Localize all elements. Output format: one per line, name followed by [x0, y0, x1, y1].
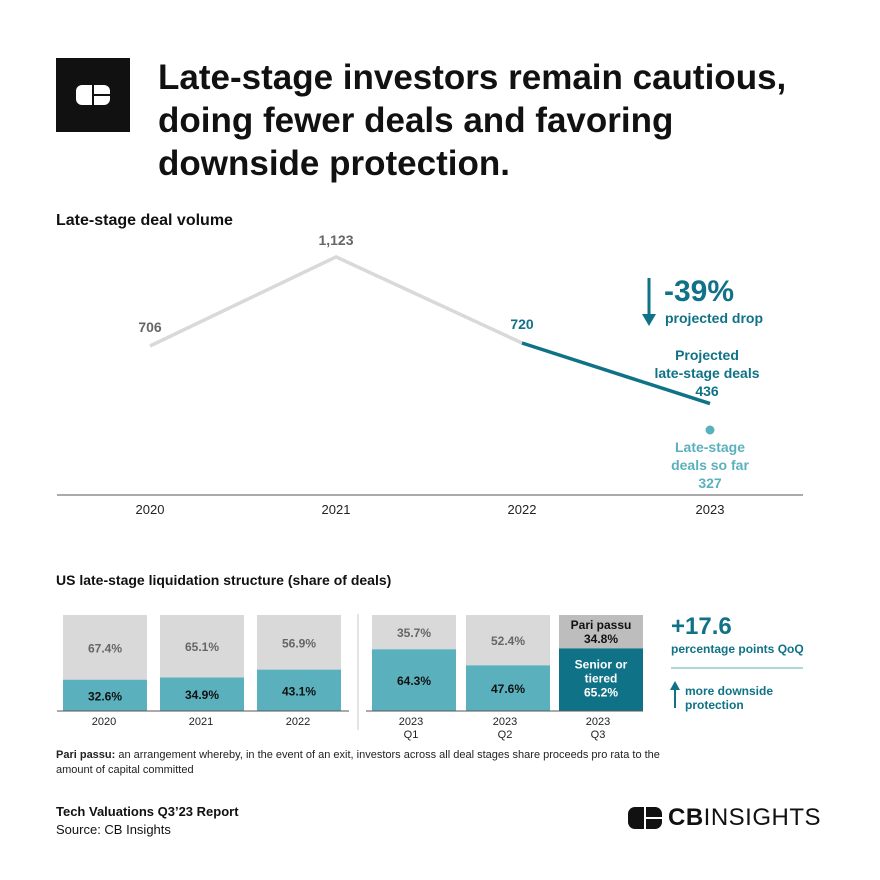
- x-tick-2023-q1-year: 2023: [399, 716, 423, 728]
- pari-passu-value-label-4: 52.4%: [491, 634, 525, 648]
- x-tick-2020: 2020: [136, 502, 165, 517]
- x-tick-2023-q1-quarter: Q1: [404, 729, 419, 741]
- x-tick-2021: 2021: [322, 502, 351, 517]
- senior-bar-4: [466, 665, 550, 711]
- projected-drop-caption: projected drop: [665, 310, 763, 326]
- so-far-label-value: 327: [698, 475, 722, 491]
- projected-label-value: 436: [695, 383, 719, 399]
- brand-wordmark: CBINSIGHTS: [668, 804, 821, 832]
- brand-rest: INSIGHTS: [703, 804, 822, 831]
- so-far-label-line-2: deals so far: [671, 457, 749, 473]
- senior-value-label-0: 32.6%: [88, 689, 122, 703]
- senior-value-label-3: 64.3%: [397, 674, 431, 688]
- senior-value-label-1: 34.9%: [185, 688, 219, 702]
- pari-passu-bar-0: [63, 615, 147, 680]
- down-arrow-icon: [642, 278, 656, 326]
- brand-bold: CB: [668, 804, 704, 831]
- pari-passu-value-label-5: 34.8%: [584, 632, 618, 646]
- projected-series-line: [521, 341, 711, 406]
- footnote-term: Pari passu:: [56, 749, 116, 761]
- x-tick-2021: 2021: [189, 716, 213, 728]
- pari-passu-bar-2: [257, 615, 341, 670]
- so-far-label-line-1: Late-stage: [675, 439, 745, 455]
- x-tick-2022: 2022: [286, 716, 310, 728]
- senior-legend-label-line-1: Senior or: [575, 657, 628, 671]
- cb-logo-icon: [76, 85, 110, 105]
- deal-volume-line-chart: 706 1,123 720 Projected late-stage deals…: [57, 232, 803, 517]
- pari-passu-value-label-2: 56.9%: [282, 636, 316, 650]
- projected-label-line-2: late-stage deals: [654, 365, 759, 381]
- pari-passu-value-label-3: 35.7%: [397, 626, 431, 640]
- report-name: Tech Valuations Q3’23 Report: [56, 804, 239, 819]
- historical-series-line: [149, 255, 523, 348]
- cb-logo-mark: [56, 58, 130, 132]
- x-tick-2022: 2022: [508, 502, 537, 517]
- projected-label-line-1: Projected: [675, 347, 739, 363]
- pari-passu-bar-4: [466, 615, 550, 666]
- senior-bar-3: [372, 649, 456, 711]
- pari-passu-bar-1: [160, 615, 244, 678]
- liquidation-stacked-bar-chart: 67.4% 32.6% 65.1% 34.9% 56.9% 43.1% 35.7% 64.3%…: [57, 613, 804, 741]
- qoq-change-caption: percentage points QoQ: [671, 642, 804, 656]
- pari-passu-footnote: Pari passu: an arrangement whereby, in t…: [56, 748, 696, 778]
- bar-group: 67.4% 32.6% 65.1% 34.9% 56.9% 43.1% 35.7% 64.3%…: [63, 615, 643, 711]
- stacked-chart-title: US late-stage liquidation structure (sha…: [56, 572, 392, 588]
- qoq-change-value: +17.6: [671, 613, 732, 640]
- x-tick-2023-q2-year: 2023: [493, 716, 517, 728]
- source-line: Source: CB Insights: [56, 822, 171, 837]
- projected-drop-percent: -39%: [664, 275, 734, 308]
- senior-value-label-2: 43.1%: [282, 684, 316, 698]
- x-tick-2020: 2020: [92, 716, 116, 728]
- line-chart-title: Late-stage deal volume: [56, 212, 233, 229]
- cb-insights-logo: CBINSIGHTS: [628, 804, 821, 832]
- senior-bar-1: [160, 677, 244, 711]
- senior-bar-5: [559, 648, 643, 711]
- downside-note-line-2: protection: [685, 698, 744, 712]
- so-far-point: [705, 425, 715, 435]
- x-tick-2023-q3-quarter: Q3: [591, 729, 606, 741]
- page-title: Late-stage investors remain cautious, do…: [158, 58, 787, 183]
- senior-bar-0: [63, 679, 147, 711]
- cb-brand-icon: [628, 807, 662, 829]
- x-tick-2023: 2023: [696, 502, 725, 517]
- downside-note-line-1: more downside: [685, 684, 773, 698]
- pari-passu-value-label-0: 67.4%: [88, 641, 122, 655]
- pari-passu-bar-3: [372, 615, 456, 650]
- pari-passu-legend-label: Pari passu: [571, 618, 632, 632]
- x-tick-2023-q3-year: 2023: [586, 716, 610, 728]
- value-label-2021: 1,123: [318, 232, 353, 248]
- up-arrow-icon: [670, 681, 680, 708]
- senior-bar-2: [257, 669, 341, 711]
- senior-value-label-5: 65.2%: [584, 685, 618, 699]
- footnote-text: an arrangement whereby, in the event of …: [56, 749, 660, 776]
- value-label-2022: 720: [510, 316, 534, 332]
- pari-passu-bar-5: [559, 615, 643, 649]
- senior-legend-label-line-2: tiered: [585, 671, 618, 685]
- value-label-2020: 706: [138, 319, 162, 335]
- x-tick-2023-q2-quarter: Q2: [498, 729, 513, 741]
- pari-passu-value-label-1: 65.1%: [185, 640, 219, 654]
- senior-value-label-4: 47.6%: [491, 682, 525, 696]
